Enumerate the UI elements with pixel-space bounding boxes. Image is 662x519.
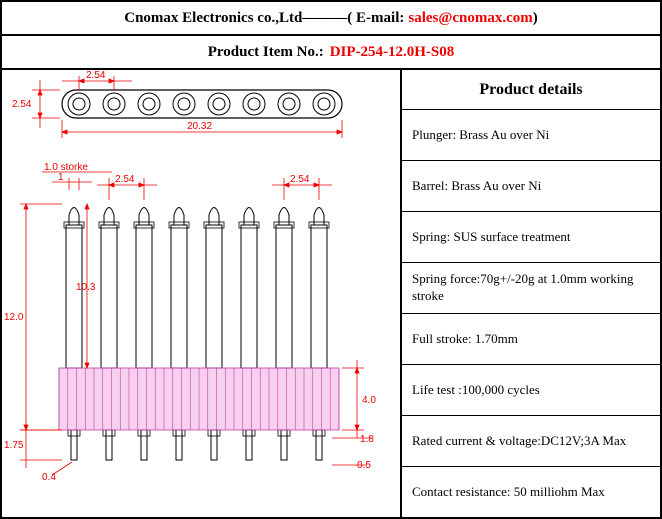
datasheet: Cnomax Electronics co.,Ltd———( E-mail: s… bbox=[0, 0, 662, 519]
technical-drawing: 2.54 2.54 bbox=[2, 70, 402, 519]
dim-housing-h: 4.0 bbox=[362, 395, 376, 406]
dim-barrel-h: 10.3 bbox=[76, 282, 96, 293]
detail-row: Contact resistance: 50 milliohm Max bbox=[402, 467, 660, 517]
dim-top-length: 20.32 bbox=[187, 121, 212, 132]
main-area: 2.54 2.54 bbox=[2, 70, 660, 517]
dim-top-height: 2.54 bbox=[12, 99, 32, 110]
dim-stroke-label: 1.0 storke bbox=[44, 162, 88, 173]
item-row: Product Item No.: DIP-254-12.0H-S08 bbox=[2, 36, 660, 70]
detail-row: Rated current & voltage:DC12V;3A Max bbox=[402, 416, 660, 467]
top-view: 2.54 2.54 bbox=[12, 70, 342, 138]
email-link[interactable]: sales@cnomax.com bbox=[408, 10, 532, 27]
company-name: Cnomax Electronics co.,Ltd———( E-mail: bbox=[124, 10, 404, 27]
part-number: DIP-254-12.0H-S08 bbox=[330, 44, 455, 61]
detail-row: Spring force:70g+/-20g at 1.0mm working … bbox=[402, 263, 660, 314]
dim-side-pitch2: 2.54 bbox=[290, 174, 310, 185]
dim-tail-h: 1.75 bbox=[4, 440, 24, 451]
drawing-panel: 2.54 2.54 bbox=[2, 70, 402, 517]
details-panel: Product details Plunger: Brass Au over N… bbox=[402, 70, 660, 517]
item-label: Product Item No.: bbox=[208, 44, 324, 61]
header-suffix: ) bbox=[533, 10, 538, 27]
detail-row: Full stroke: 1.70mm bbox=[402, 314, 660, 365]
dim-tail-w: 0.5 bbox=[357, 460, 371, 471]
details-title: Product details bbox=[402, 70, 660, 110]
detail-row: Life test :100,000 cycles bbox=[402, 365, 660, 416]
detail-row: Plunger: Brass Au over Ni bbox=[402, 110, 660, 161]
dim-side-pitch: 2.54 bbox=[115, 174, 135, 185]
dim-total-h: 12.0 bbox=[4, 312, 24, 323]
dim-top-pitch: 2.54 bbox=[86, 70, 106, 81]
company-header: Cnomax Electronics co.,Ltd———( E-mail: s… bbox=[2, 2, 660, 36]
dim-pin-w: 1 bbox=[58, 172, 64, 183]
side-view: 1.0 storke 1 bbox=[4, 162, 376, 483]
detail-row: Spring: SUS surface treatment bbox=[402, 212, 660, 263]
detail-row: Barrel: Brass Au over Ni bbox=[402, 161, 660, 212]
dim-plunger-w: 1.8 bbox=[360, 434, 374, 445]
